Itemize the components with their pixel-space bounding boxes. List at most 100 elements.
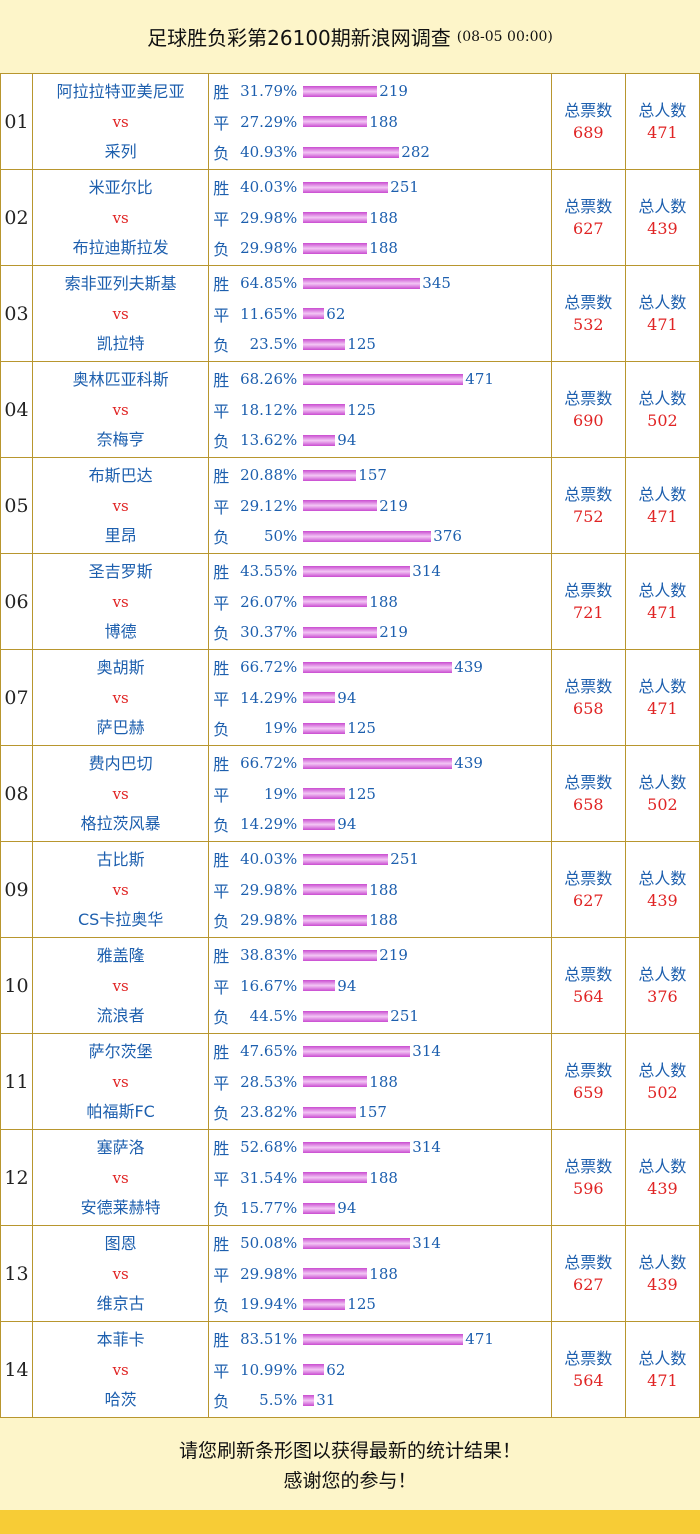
away-team[interactable]: 博德 — [104, 621, 137, 641]
away-team[interactable]: 萨巴赫 — [96, 717, 145, 737]
home-team[interactable]: 塞萨洛 — [96, 1137, 145, 1157]
home-team[interactable]: 费内巴切 — [88, 753, 153, 773]
away-team[interactable]: 安德莱赫特 — [80, 1197, 161, 1217]
loss-count: 31 — [316, 1391, 336, 1409]
vote-distribution: 胜 47.65% 314 平 28.53% 188 负 23.82% 157 — [208, 1033, 552, 1130]
total-people-value: 502 — [647, 1082, 678, 1102]
away-team[interactable]: 里昂 — [104, 525, 137, 545]
win-row: 胜 47.65% 314 — [209, 1036, 550, 1067]
away-team[interactable]: 凯拉特 — [96, 333, 145, 353]
loss-label: 负 — [213, 1200, 230, 1219]
home-team[interactable]: 索非亚列夫斯基 — [64, 273, 177, 293]
loss-bar — [303, 1106, 357, 1118]
draw-percent: 18.12% — [240, 400, 298, 419]
win-percent: 52.68% — [240, 1138, 298, 1156]
match-row: 08 费内巴切 vs 格拉茨风暴 胜 66.72% 439 平 19% 125 负 14.29% 94 总… — [0, 745, 700, 842]
total-people: 总人数 471 — [624, 649, 700, 746]
match-number: 12 — [0, 1129, 34, 1226]
match-teams: 图恩 vs 维京古 — [32, 1225, 210, 1322]
loss-row: 负 40.93% 282 — [209, 137, 550, 168]
home-team[interactable]: 雅盖隆 — [96, 945, 145, 965]
home-team[interactable]: 本菲卡 — [96, 1329, 145, 1349]
loss-bar — [303, 818, 336, 830]
loss-label: 负 — [213, 1008, 230, 1027]
total-votes-label: 总票数 — [564, 196, 613, 216]
total-people-label: 总人数 — [638, 388, 687, 408]
win-row: 胜 20.88% 157 — [209, 460, 550, 491]
vs-label: vs — [112, 208, 129, 227]
loss-count: 125 — [347, 335, 376, 353]
draw-count: 62 — [326, 1360, 346, 1379]
home-team[interactable]: 布斯巴达 — [88, 465, 153, 485]
home-team[interactable]: 奥林匹亚科斯 — [72, 369, 169, 389]
match-teams: 费内巴切 vs 格拉茨风暴 — [32, 745, 210, 842]
away-team[interactable]: 哈茨 — [104, 1389, 137, 1409]
home-team[interactable]: 萨尔茨堡 — [88, 1041, 153, 1061]
total-votes: 总票数 564 — [550, 1321, 626, 1418]
loss-percent: 15.77% — [240, 1199, 298, 1217]
total-votes-label: 总票数 — [564, 1348, 613, 1368]
away-team[interactable]: 布拉迪斯拉发 — [72, 237, 169, 257]
draw-percent: 31.54% — [240, 1168, 298, 1187]
total-votes-value: 690 — [573, 410, 604, 430]
total-people-value: 502 — [647, 410, 678, 430]
survey-table: 01 阿拉拉特亚美尼亚 vs 采列胜 31.79% 219 平 27.29% 188 负 40.93… — [0, 73, 700, 1418]
total-votes: 总票数 564 — [550, 937, 626, 1034]
away-team[interactable]: 维京古 — [96, 1293, 145, 1313]
win-row: 胜 40.03% 251 — [209, 844, 550, 875]
total-people: 总人数 471 — [624, 73, 700, 170]
away-team[interactable]: 采列 — [104, 141, 137, 161]
total-people-label: 总人数 — [638, 580, 687, 600]
total-people-label: 总人数 — [638, 676, 687, 696]
draw-bar — [303, 596, 368, 607]
home-team[interactable]: 阿拉拉特亚美尼亚 — [56, 81, 185, 101]
win-row: 胜 50.08% 314 — [209, 1228, 550, 1259]
total-people: 总人数 439 — [624, 169, 700, 266]
win-bar — [303, 1237, 411, 1249]
home-team[interactable]: 古比斯 — [96, 849, 145, 869]
home-team[interactable]: 圣吉罗斯 — [88, 561, 153, 581]
loss-bar — [303, 722, 346, 734]
loss-count: 125 — [347, 1295, 376, 1313]
total-people-value: 502 — [647, 794, 678, 814]
loss-percent: 13.62% — [240, 431, 298, 449]
match-number: 04 — [0, 361, 34, 458]
win-count: 219 — [379, 946, 408, 964]
away-team[interactable]: 格拉茨风暴 — [80, 813, 161, 833]
vs-label: vs — [112, 1360, 129, 1379]
win-label: 胜 — [213, 1235, 230, 1254]
loss-row: 负 29.98% 188 — [209, 905, 550, 936]
home-team[interactable]: 奥胡斯 — [96, 657, 145, 677]
draw-count: 94 — [337, 688, 357, 707]
loss-percent: 29.98% — [240, 239, 298, 257]
draw-percent: 26.07% — [240, 592, 298, 611]
loss-row: 负 19.94% 125 — [209, 1289, 550, 1320]
match-teams: 本菲卡 vs 哈茨 — [32, 1321, 210, 1418]
win-count: 157 — [358, 466, 387, 484]
draw-label: 平 — [213, 1265, 230, 1285]
total-people: 总人数 502 — [624, 361, 700, 458]
draw-percent: 28.53% — [240, 1072, 298, 1091]
home-team[interactable]: 图恩 — [104, 1233, 137, 1253]
win-bar — [303, 469, 357, 481]
draw-label: 平 — [213, 305, 230, 325]
match-number: 13 — [0, 1225, 34, 1322]
total-votes-label: 总票数 — [564, 580, 613, 600]
vs-label: vs — [112, 880, 129, 899]
win-bar — [303, 853, 389, 865]
away-team[interactable]: 帕福斯FC — [86, 1101, 155, 1121]
draw-bar — [303, 788, 346, 799]
vs-label: vs — [112, 1072, 129, 1091]
away-team[interactable]: 流浪者 — [96, 1005, 145, 1025]
win-row: 胜 66.72% 439 — [209, 748, 550, 779]
match-number: 14 — [0, 1321, 34, 1418]
away-team[interactable]: CS卡拉奥华 — [77, 909, 164, 929]
home-team[interactable]: 米亚尔比 — [88, 177, 153, 197]
loss-label: 负 — [213, 240, 230, 259]
away-team[interactable]: 奈梅亨 — [96, 429, 145, 449]
draw-percent: 16.67% — [240, 976, 298, 995]
page-header: 足球胜负彩第26100期新浪网调查 (08-05 00:00) — [0, 0, 700, 73]
draw-bar — [303, 212, 368, 223]
win-label: 胜 — [213, 1331, 230, 1350]
total-votes-label: 总票数 — [564, 1156, 613, 1176]
